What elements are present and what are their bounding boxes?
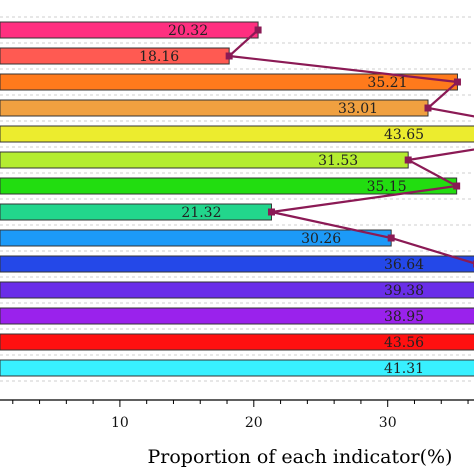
data-label: 39.38 [384, 283, 424, 299]
bar [0, 125, 474, 143]
data-label: 20.32 [168, 23, 208, 39]
data-label: 36.64 [384, 257, 424, 273]
data-label: 21.32 [181, 205, 221, 221]
bar [0, 21, 259, 39]
line-marker [453, 182, 461, 190]
grid-lines [0, 16, 474, 382]
bar [0, 281, 474, 299]
bars [0, 21, 474, 377]
trend-line [225, 26, 474, 268]
bar [0, 255, 474, 273]
x-axis-title: Proportion of each indicator(%) [148, 446, 453, 468]
bar [0, 333, 474, 351]
data-label: 38.95 [384, 309, 424, 325]
x-tick-label: 10 [111, 415, 129, 431]
line-marker [424, 104, 432, 112]
line-marker [267, 208, 275, 216]
data-labels: 20.32 18.16 35.21 33.01 43.65 31.53 35.15 21.32… [139, 23, 424, 377]
line-marker [225, 52, 233, 60]
line-marker [254, 26, 262, 34]
data-label: 30.26 [301, 231, 341, 247]
x-tick-label: 30 [379, 415, 397, 431]
data-label: 18.16 [139, 49, 179, 65]
data-label: 35.21 [367, 75, 407, 91]
line-marker [453, 78, 461, 86]
line-marker [404, 156, 412, 164]
bar [0, 307, 474, 325]
line-marker [387, 234, 395, 242]
data-label: 35.15 [367, 179, 407, 195]
data-label: 33.01 [338, 101, 378, 117]
line-series [226, 29, 474, 265]
data-label: 31.53 [318, 153, 358, 169]
data-label: 41.31 [384, 361, 424, 377]
bar [0, 47, 230, 65]
x-tick-label: 20 [245, 415, 263, 431]
x-axis: 10 20 30 [0, 399, 474, 431]
bar [0, 203, 272, 221]
bar [0, 359, 474, 377]
data-label: 43.65 [384, 127, 424, 143]
data-label: 43.56 [384, 335, 424, 351]
